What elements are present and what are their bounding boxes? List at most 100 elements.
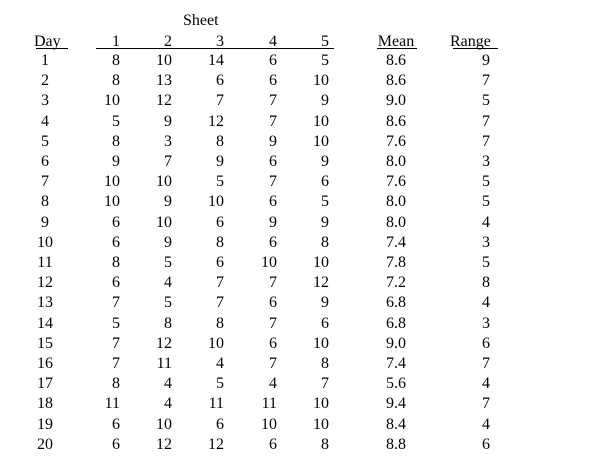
- sheet-3-cell: 14: [208, 52, 224, 69]
- sheet-4-cell: 6: [269, 193, 277, 210]
- range-cell: 7: [482, 133, 490, 150]
- mean-cell: 8.0: [386, 214, 406, 231]
- mean-cell: 7.6: [386, 133, 406, 150]
- mean-cell: 6.8: [386, 294, 406, 311]
- sheet-3-cell: 5: [216, 173, 224, 190]
- sheet-3-cell: 7: [216, 294, 224, 311]
- sheet-5-cell: 8: [321, 234, 329, 251]
- range-cell: 6: [482, 335, 490, 352]
- range-cell: 3: [482, 315, 490, 332]
- sheet-2-cell: 9: [164, 234, 172, 251]
- column-header-sheet-2: 2: [164, 33, 172, 50]
- sheet-1-cell: 8: [112, 133, 120, 150]
- sheet-2-cell: 12: [156, 436, 172, 453]
- sheet-4-cell: 4: [269, 375, 277, 392]
- sheet-4-cell: 6: [269, 52, 277, 69]
- sheet-1-cell: 10: [104, 92, 120, 109]
- sheet-3-cell: 7: [216, 92, 224, 109]
- range-header-underline: [453, 48, 498, 49]
- sheet-5-cell: 8: [321, 436, 329, 453]
- sheet-1-cell: 7: [112, 335, 120, 352]
- sheet-2-cell: 4: [164, 375, 172, 392]
- mean-cell: 8.0: [386, 153, 406, 170]
- day-cell: 3: [41, 92, 49, 109]
- column-header-sheet-1: 1: [112, 33, 120, 50]
- range-cell: 5: [482, 173, 490, 190]
- sheet-4-cell: 6: [269, 72, 277, 89]
- sheet-5-cell: 9: [321, 294, 329, 311]
- mean-cell: 9.0: [386, 92, 406, 109]
- day-cell: 17: [37, 375, 53, 392]
- sheet-1-cell: 6: [112, 436, 120, 453]
- sheet-1-cell: 8: [112, 254, 120, 271]
- mean-cell: 7.6: [386, 173, 406, 190]
- range-cell: 8: [482, 274, 490, 291]
- sheet-3-cell: 4: [216, 355, 224, 372]
- day-cell: 7: [41, 173, 49, 190]
- day-cell: 10: [37, 234, 53, 251]
- sheet-5-cell: 9: [321, 214, 329, 231]
- sheet-4-cell: 7: [269, 92, 277, 109]
- range-cell: 7: [482, 72, 490, 89]
- day-cell: 5: [41, 133, 49, 150]
- range-cell: 6: [482, 436, 490, 453]
- sheet-4-cell: 7: [269, 113, 277, 130]
- sheet-header-underline: [96, 48, 334, 49]
- sheet-4-cell: 6: [269, 153, 277, 170]
- sheet-5-cell: 9: [321, 153, 329, 170]
- sheet-group-label: Sheet: [183, 12, 219, 29]
- sheet-2-cell: 13: [156, 72, 172, 89]
- sheet-2-cell: 4: [164, 395, 172, 412]
- sheet-4-cell: 6: [269, 294, 277, 311]
- sheet-5-cell: 10: [313, 395, 329, 412]
- mean-cell: 9.0: [386, 335, 406, 352]
- sheet-4-cell: 11: [261, 395, 277, 412]
- sheet-3-cell: 8: [216, 315, 224, 332]
- day-header-underline: [36, 48, 68, 49]
- sheet-1-cell: 6: [112, 416, 120, 433]
- mean-cell: 7.4: [386, 234, 406, 251]
- range-cell: 3: [482, 234, 490, 251]
- column-header-day: Day: [34, 33, 61, 50]
- sheet-2-cell: 8: [164, 315, 172, 332]
- day-cell: 18: [37, 395, 53, 412]
- day-cell: 4: [41, 113, 49, 130]
- sheet-3-cell: 10: [208, 335, 224, 352]
- mean-cell: 8.6: [386, 113, 406, 130]
- sheet-2-cell: 11: [156, 355, 172, 372]
- sheet-3-cell: 6: [216, 416, 224, 433]
- sheet-1-cell: 7: [112, 355, 120, 372]
- sheet-3-cell: 6: [216, 72, 224, 89]
- sheet-2-cell: 12: [156, 92, 172, 109]
- sheet-3-cell: 11: [208, 395, 224, 412]
- sheet-3-cell: 6: [216, 214, 224, 231]
- sheet-4-cell: 7: [269, 315, 277, 332]
- sheet-5-cell: 10: [313, 133, 329, 150]
- sheet-5-cell: 9: [321, 92, 329, 109]
- mean-cell: 8.6: [386, 52, 406, 69]
- day-cell: 6: [41, 153, 49, 170]
- column-header-sheet-5: 5: [321, 33, 329, 50]
- mean-cell: 6.8: [386, 315, 406, 332]
- sheet-4-cell: 6: [269, 234, 277, 251]
- sheet-2-cell: 10: [156, 416, 172, 433]
- sheet-5-cell: 5: [321, 193, 329, 210]
- day-cell: 8: [41, 193, 49, 210]
- sheet-1-cell: 5: [112, 315, 120, 332]
- sheet-3-cell: 12: [208, 113, 224, 130]
- day-cell: 1: [41, 52, 49, 69]
- sheet-5-cell: 10: [313, 72, 329, 89]
- sheet-4-cell: 6: [269, 436, 277, 453]
- mean-cell: 7.8: [386, 254, 406, 271]
- day-cell: 20: [37, 436, 53, 453]
- sheet-1-cell: 6: [112, 274, 120, 291]
- sheet-1-cell: 7: [112, 294, 120, 311]
- sheet-3-cell: 9: [216, 153, 224, 170]
- sheet-5-cell: 12: [313, 274, 329, 291]
- sheet-2-cell: 10: [156, 214, 172, 231]
- sheet-2-cell: 10: [156, 52, 172, 69]
- sheet-5-cell: 7: [321, 375, 329, 392]
- sheet-5-cell: 8: [321, 355, 329, 372]
- sheet-4-cell: 7: [269, 173, 277, 190]
- day-cell: 12: [37, 274, 53, 291]
